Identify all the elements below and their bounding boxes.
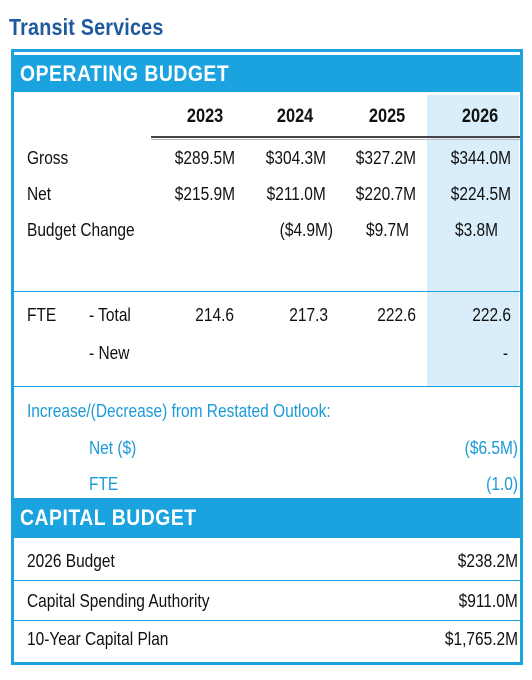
budget-change-2024: ($4.9M) <box>279 220 333 240</box>
fte-total-2023: 214.6 <box>195 305 234 325</box>
fte-total-label: - Total <box>89 305 131 325</box>
capital-row-label-spending-authority: Capital Spending Authority <box>27 591 210 611</box>
fte-total-2025: 222.6 <box>377 305 416 325</box>
capital-row-label-10-year-plan: 10-Year Capital Plan <box>27 629 169 649</box>
net-2025: $220.7M <box>355 184 416 204</box>
gross-2023: $289.5M <box>174 148 235 168</box>
gross-2024: $304.3M <box>265 148 326 168</box>
row-label-gross: Gross <box>27 148 69 168</box>
capital-divider-2 <box>14 620 520 621</box>
section-divider-restated <box>14 386 520 387</box>
budget-change-2026: $3.8M <box>454 220 498 240</box>
year-header-2024: 2024 <box>276 106 313 127</box>
section-divider-fte <box>14 291 520 292</box>
restated-net-value: ($6.5M) <box>464 438 518 458</box>
budget-change-2025: $9.7M <box>365 220 409 240</box>
restated-outlook-heading: Increase/(Decrease) from Restated Outloo… <box>27 401 331 421</box>
fte-new-label: - New <box>89 343 130 363</box>
budget-summary-box: OPERATING BUDGET 2023 2024 2025 2026 Gro… <box>11 49 523 665</box>
net-2023: $215.9M <box>174 184 235 204</box>
highlight-column-2026 <box>427 95 519 387</box>
page-title: Transit Services <box>9 14 164 40</box>
header-rule-shadow <box>151 139 520 140</box>
row-label-fte: FTE <box>27 305 57 325</box>
year-header-2025: 2025 <box>368 106 405 127</box>
row-label-budget-change: Budget Change <box>27 220 135 240</box>
row-label-net: Net <box>27 184 52 204</box>
fte-total-2026: 222.6 <box>472 305 511 325</box>
restated-fte-label: FTE <box>89 474 119 494</box>
capital-row-label-2026-budget: 2026 Budget <box>27 551 115 571</box>
operating-budget-header: OPERATING BUDGET <box>14 55 520 92</box>
fte-new-2026: - <box>502 343 508 363</box>
net-2024: $211.0M <box>266 184 326 204</box>
capital-2026-budget-value: $238.2M <box>457 551 518 571</box>
fte-total-2024: 217.3 <box>289 305 328 325</box>
capital-10-year-plan-value: $1,765.2M <box>444 629 518 649</box>
year-header-2023: 2023 <box>186 106 223 127</box>
header-rule <box>151 136 520 138</box>
capital-spending-authority-value: $911.0M <box>458 591 518 611</box>
gross-2026: $344.0M <box>450 148 511 168</box>
capital-divider-1 <box>14 580 520 581</box>
gross-2025: $327.2M <box>355 148 416 168</box>
net-2026: $224.5M <box>450 184 511 204</box>
restated-net-label: Net ($) <box>89 438 137 458</box>
restated-fte-value: (1.0) <box>486 474 518 494</box>
capital-budget-header: CAPITAL BUDGET <box>14 498 520 538</box>
year-header-2026: 2026 <box>461 106 498 127</box>
